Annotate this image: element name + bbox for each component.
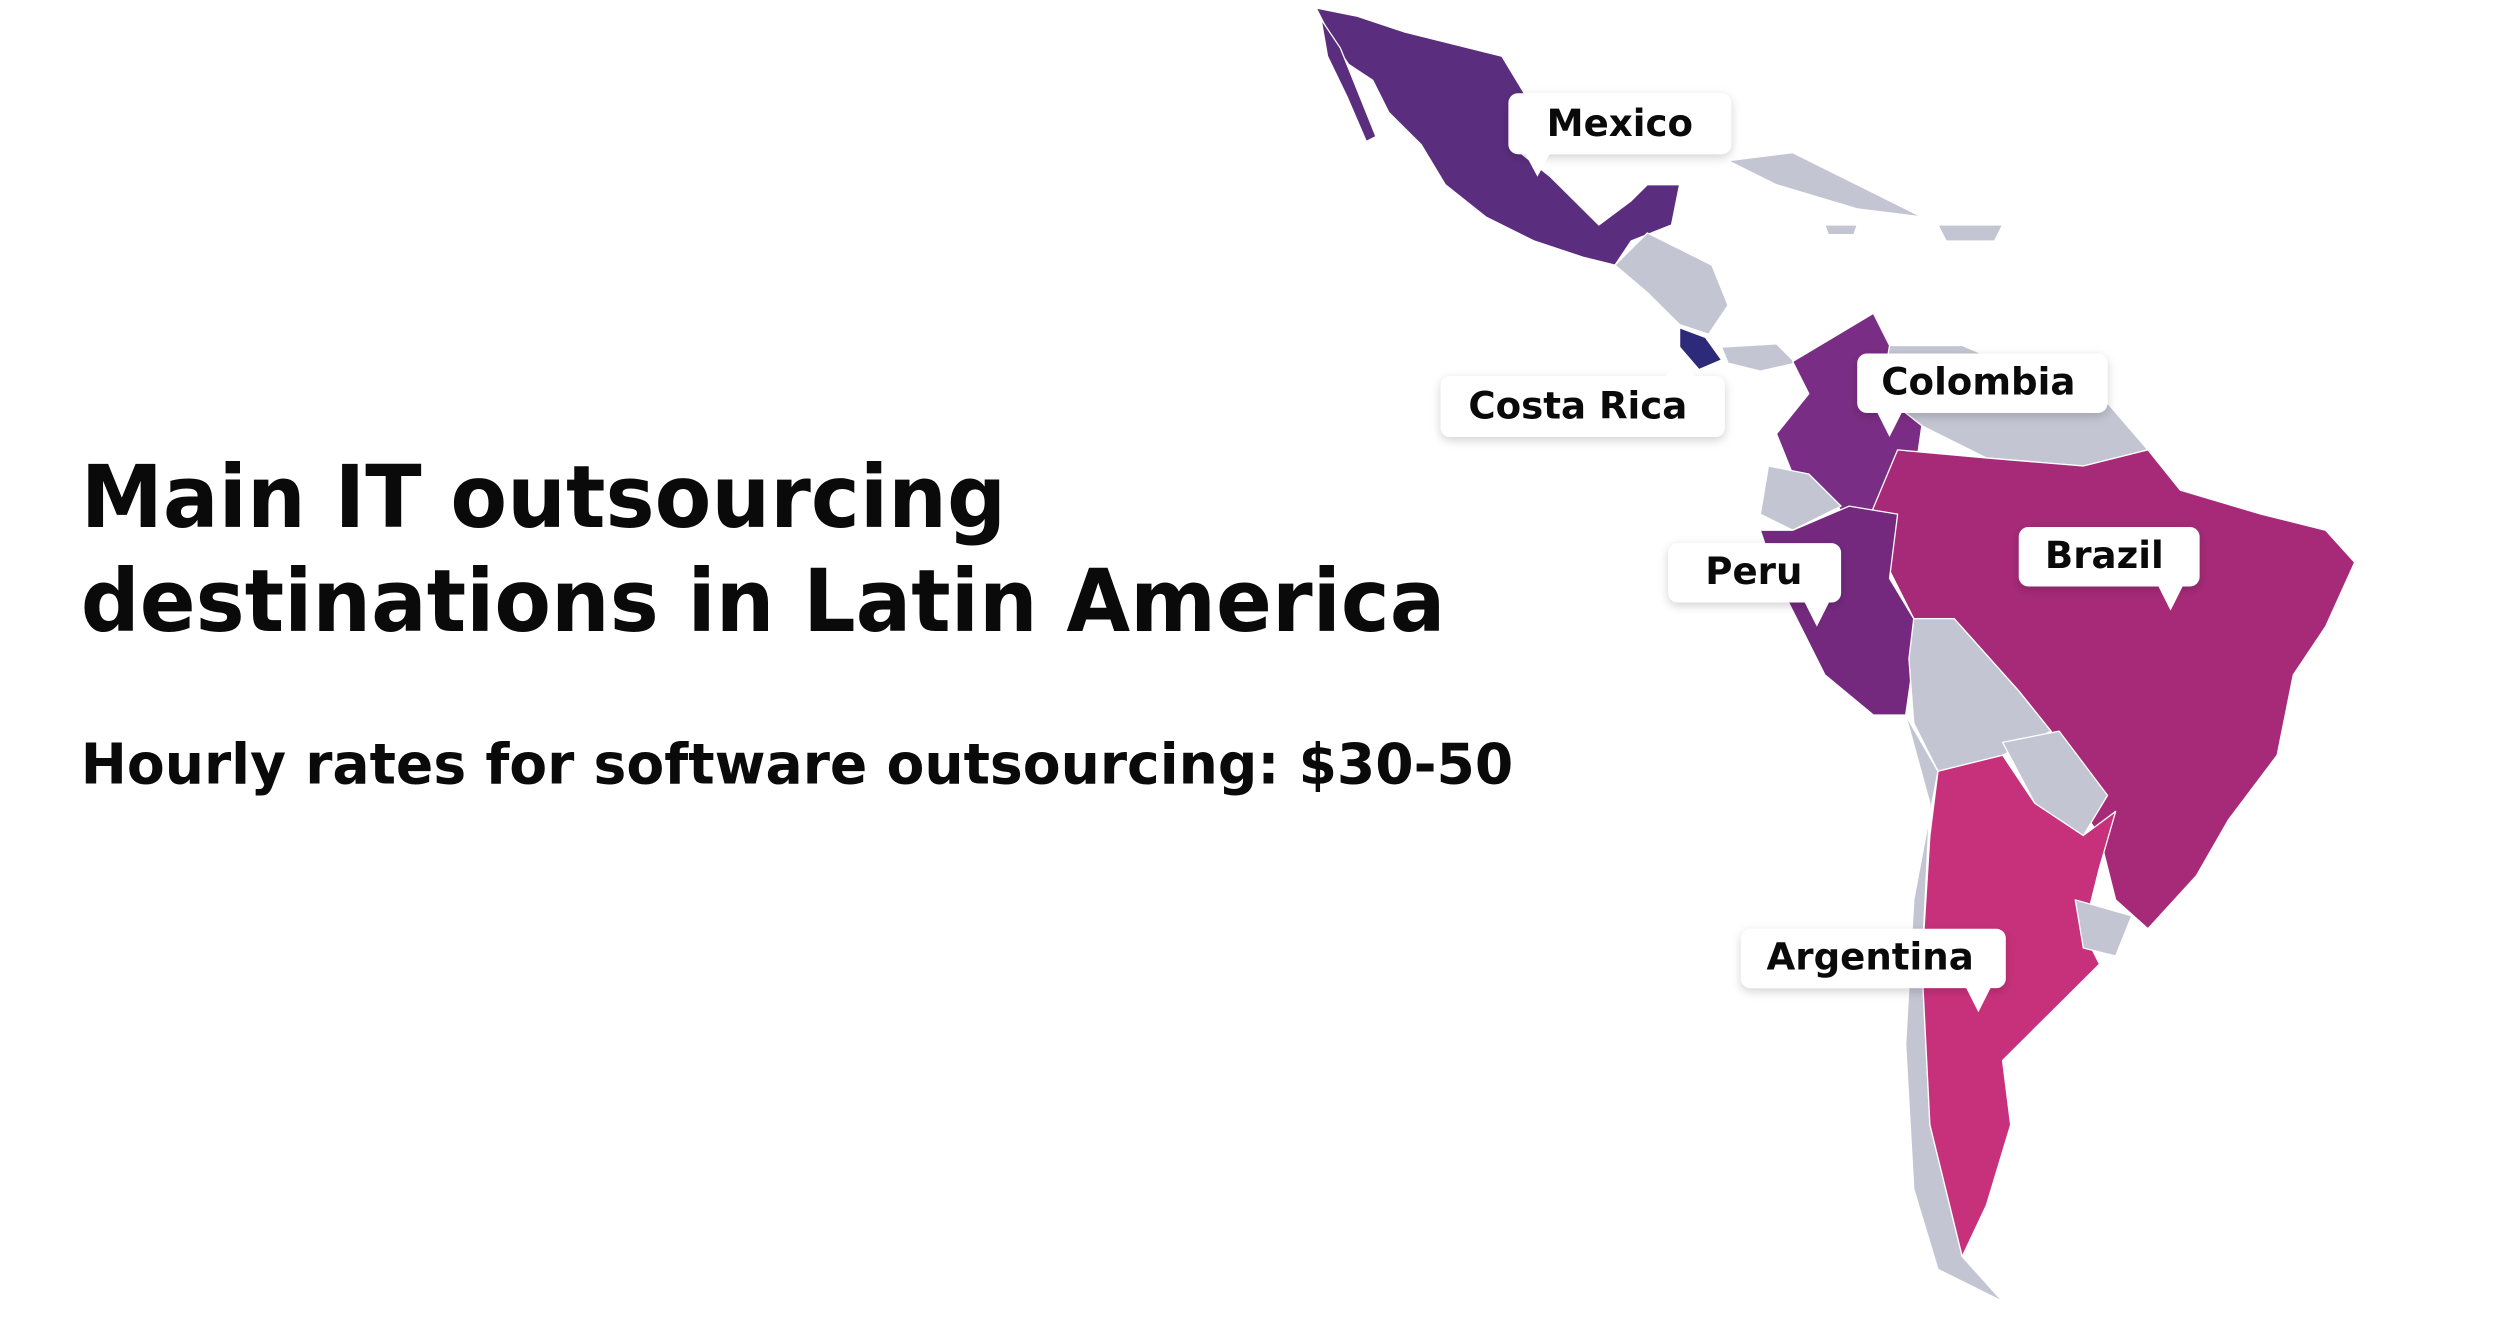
country-label: Colombia xyxy=(1881,361,2075,404)
argentina xyxy=(1921,754,2117,1258)
subtitle: Hourly rates for software outsourcing: $… xyxy=(81,733,1513,798)
callout-pointer xyxy=(1803,600,1830,627)
costa-rica xyxy=(1678,327,1723,371)
map xyxy=(1315,7,2356,1303)
country-label: Peru xyxy=(1705,550,1802,593)
callout: Brazil xyxy=(2018,527,2200,611)
callout-box xyxy=(1857,353,2108,413)
callout-pointer xyxy=(2157,584,2184,611)
paraguay xyxy=(2001,730,2109,837)
callout: Argentina xyxy=(1740,928,2006,1013)
callout: Costa Rica xyxy=(1440,353,1725,438)
callout-box xyxy=(1440,375,1725,438)
callout: Colombia xyxy=(1857,353,2108,438)
country-label: Costa Rica xyxy=(1468,385,1687,428)
callout-pointer xyxy=(1663,353,1696,378)
callout-pointer xyxy=(1876,411,1903,438)
title-line: destinations in Latin America xyxy=(81,550,1446,652)
callout: Peru xyxy=(1668,543,1842,627)
callout-pointer xyxy=(1965,986,1992,1013)
panama xyxy=(1720,343,1797,372)
country-label: Mexico xyxy=(1547,102,1693,145)
cuba xyxy=(1727,152,1923,218)
peru xyxy=(1759,505,1915,716)
title-line: Main IT outsourcing xyxy=(81,446,1006,548)
mexico xyxy=(1315,7,1681,266)
jamaica xyxy=(1824,224,1858,236)
callout-box xyxy=(1508,93,1732,155)
callout: Mexico xyxy=(1508,93,1732,177)
uruguay xyxy=(2074,899,2133,957)
country-label: Brazil xyxy=(2045,534,2164,577)
callout-box xyxy=(1740,928,2006,989)
central-america xyxy=(1614,232,1729,335)
baja-california xyxy=(1320,18,1377,143)
country-label: Argentina xyxy=(1767,936,1974,979)
hispaniola xyxy=(1937,224,2004,242)
callout-pointer xyxy=(1524,152,1551,177)
callout-box xyxy=(1668,543,1842,603)
ecuador xyxy=(1759,465,1842,531)
callouts: Mexico Costa Rica Colombia Peru Brazil A… xyxy=(1440,93,2200,1013)
callout-box xyxy=(2018,527,2200,587)
